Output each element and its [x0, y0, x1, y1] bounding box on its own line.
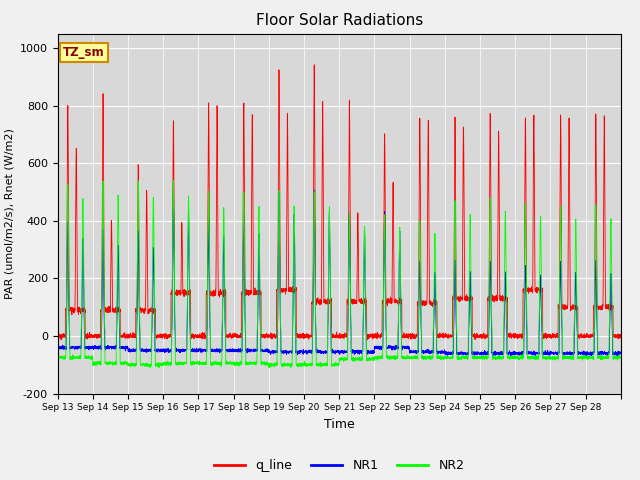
X-axis label: Time: Time — [324, 418, 355, 431]
NR1 — [171, 294, 179, 300]
Line: NR2: NR2 — [58, 180, 621, 368]
q_line — [170, 256, 178, 262]
NR2 — [147, 365, 154, 371]
NR2 — [360, 232, 368, 238]
NR1 — [617, 350, 625, 356]
Line: q_line: q_line — [58, 65, 621, 340]
NR1 — [536, 297, 544, 303]
NR2 — [522, 200, 529, 206]
q_line — [522, 115, 529, 121]
NR2 — [617, 354, 625, 360]
NR1 — [390, 346, 398, 352]
q_line — [617, 332, 625, 337]
NR1 — [170, 187, 177, 193]
Title: Floor Solar Radiations: Floor Solar Radiations — [255, 13, 423, 28]
NR2 — [494, 355, 502, 360]
q_line — [390, 297, 398, 303]
NR1 — [54, 344, 61, 349]
NR2 — [171, 294, 179, 300]
q_line — [54, 332, 61, 338]
q_line — [494, 242, 502, 248]
Legend: q_line, NR1, NR2: q_line, NR1, NR2 — [209, 455, 469, 477]
NR2 — [54, 353, 61, 359]
NR1 — [360, 247, 368, 252]
q_line — [310, 62, 318, 68]
NR2 — [536, 244, 544, 250]
NR1 — [522, 263, 529, 268]
q_line — [536, 287, 544, 292]
q_line — [364, 337, 371, 343]
NR2 — [390, 355, 398, 360]
Text: TZ_sm: TZ_sm — [63, 46, 105, 59]
NR1 — [494, 350, 502, 356]
Line: NR1: NR1 — [58, 190, 621, 356]
Y-axis label: PAR (umol/m2/s), Rnet (W/m2): PAR (umol/m2/s), Rnet (W/m2) — [4, 128, 14, 299]
NR1 — [582, 353, 590, 359]
q_line — [360, 298, 368, 303]
NR2 — [170, 178, 177, 183]
